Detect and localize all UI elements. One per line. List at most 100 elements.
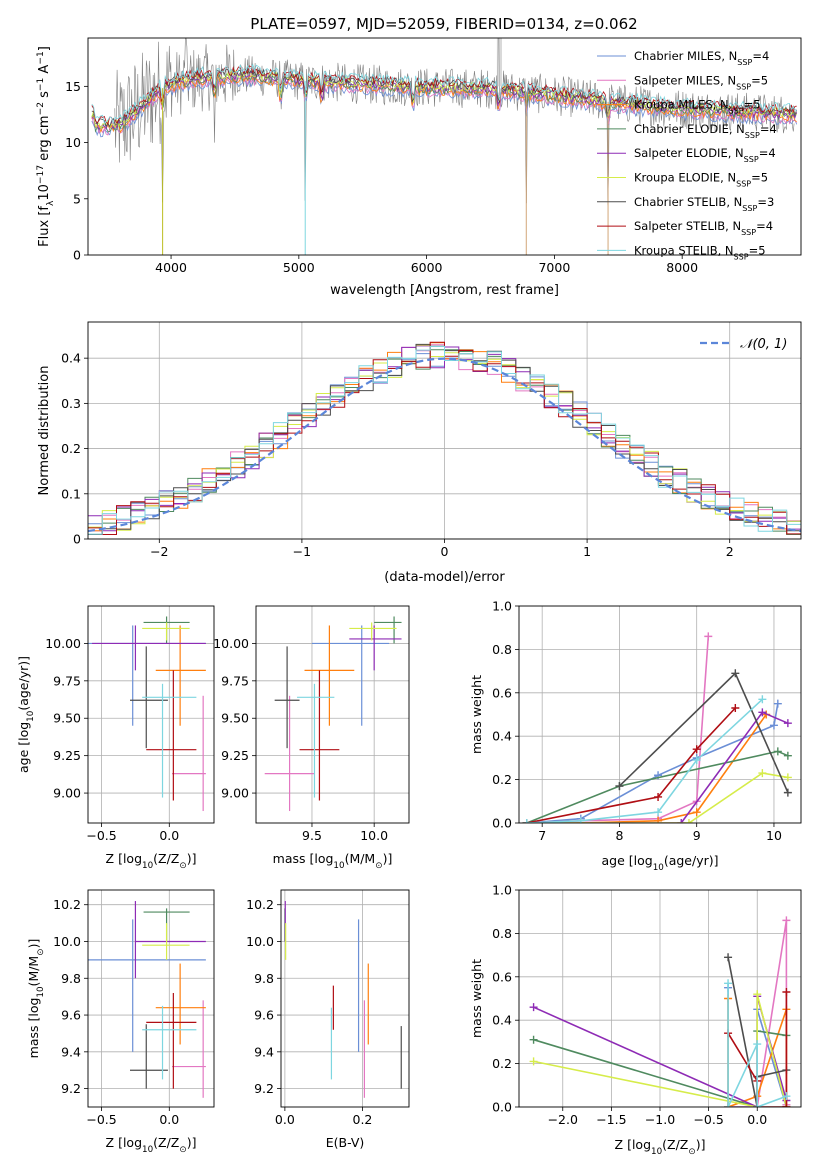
x-tick-label: −2.0 (548, 1112, 578, 1127)
weight-marker-chabrier-stelib (724, 953, 733, 962)
y-tick-label: 9.8 (254, 971, 274, 986)
y-tick-label: 0.6 (492, 969, 512, 984)
y-tick-label: 10.00 (45, 636, 81, 651)
x-axis-label: wavelength [Angstrom, rest frame] (330, 283, 559, 298)
y-tick-label: 9.2 (254, 1081, 274, 1096)
y-tick-label: 0.8 (492, 642, 512, 657)
weight-marker-kroupa-miles (654, 816, 663, 823)
legend-entry: Salpeter ELODIE, NSSP=4 (634, 146, 776, 164)
y-tick-label: 0.2 (492, 772, 512, 787)
legend-entry: Chabrier ELODIE, NSSP=4 (634, 122, 777, 140)
y-axis-label: Normed distribution (37, 366, 52, 496)
weight-marker-chabrier-stelib (731, 669, 740, 678)
y-tick-label: 0.4 (492, 1013, 512, 1028)
x-tick-label: 8000 (666, 260, 698, 275)
weight-marker-chabrier-elodie (773, 747, 782, 756)
plot-area-massweight_vs_Z (519, 890, 801, 1107)
histogram-kroupa-stelib (88, 345, 801, 535)
weight-marker-salpeter-stelib (782, 1103, 791, 1107)
weight-marker-kroupa-stelib (522, 819, 531, 823)
legend-entry: Salpeter MILES, NSSP=5 (634, 73, 768, 91)
y-axis-label: Flux [fλ10−17 erg cm−2 s−1 A−1] (36, 46, 56, 247)
weight-marker-kroupa-stelib (724, 979, 733, 988)
weight-marker-kroupa-stelib (724, 1103, 733, 1107)
y-tick-label: 10.0 (53, 934, 81, 949)
x-tick-label: −0.5 (86, 828, 116, 843)
y-tick-label: 9.75 (221, 673, 249, 688)
x-tick-label: 5000 (283, 260, 315, 275)
y-tick-label: 0 (73, 248, 81, 263)
axes-frame (255, 605, 410, 824)
y-tick-label: 10.2 (246, 897, 274, 912)
x-tick-label: 9 (693, 828, 701, 843)
y-tick-label: 0.3 (61, 396, 81, 411)
plot-area-age_vs_mass (256, 606, 409, 823)
y-tick-label: 1.0 (492, 883, 512, 898)
legend-entry: Chabrier MILES, NSSP=4 (634, 49, 769, 67)
weight-marker-chabrier-stelib (615, 782, 624, 791)
weight-marker-kroupa-elodie (684, 819, 693, 823)
y-tick-label: 10.0 (246, 934, 274, 949)
panel-massweight_vs_Z: −2.0 −1.5 −1.0 −0.5 0.0 0.0 0.2 0.4 0.6 0.8 1.0 Z [… (469, 883, 802, 1157)
x-axis-label: E(B-V) (326, 1135, 365, 1150)
panel-age_vs_mass: 9.5 10.0 9.00 9.25 9.50 9.75 10.00 mass [log10(… (213, 605, 410, 871)
weight-marker-kroupa-stelib (782, 1092, 791, 1101)
legend: Chabrier MILES, NSSP=4 Salpeter MILES, NS… (597, 49, 777, 261)
x-tick-label: 0.0 (275, 1112, 295, 1127)
y-tick-label: 9.4 (61, 1044, 81, 1059)
x-tick-label: 8 (615, 828, 623, 843)
plot-area-age_vs_Z (88, 606, 214, 823)
weight-marker-kroupa-stelib (654, 808, 663, 817)
panel-age_vs_Z: −0.5 0.0 9.00 9.25 9.50 9.75 10.00 Z [log10(Z/Z… (16, 605, 215, 871)
y-axis-label: mass [log10(M/M⊙)] (26, 939, 46, 1059)
y-axis-label: mass weight (469, 675, 484, 754)
x-tick-label: 6000 (411, 260, 443, 275)
x-tick-label: 0 (441, 544, 449, 559)
weight-line-salpeter-stelib (526, 707, 736, 823)
emission-line-block (496, 38, 502, 87)
x-tick-label: −1 (293, 544, 311, 559)
x-axis-label: Z [log10(Z/Z⊙)] (106, 1135, 197, 1155)
y-tick-label: 0.1 (61, 486, 81, 501)
y-tick-label: 9.25 (221, 748, 249, 763)
y-tick-label: 9.75 (53, 673, 81, 688)
y-tick-label: 10 (65, 135, 81, 150)
y-tick-label: 0.8 (492, 926, 512, 941)
weight-marker-salpeter-stelib (731, 703, 740, 712)
x-tick-label: 10.0 (360, 828, 388, 843)
legend-entry: Salpeter STELIB, NSSP=4 (634, 219, 773, 237)
y-tick-label: 0.4 (492, 729, 512, 744)
weight-marker-salpeter-stelib (654, 792, 663, 801)
axes-frame (280, 889, 410, 1108)
x-tick-label: 2 (726, 544, 734, 559)
normal-curve (88, 357, 801, 533)
x-tick-label: 10 (766, 828, 782, 843)
y-tick-label: 9.6 (61, 1008, 81, 1023)
axes-frame (87, 321, 802, 540)
y-tick-label: 5 (73, 191, 81, 206)
panel-massweight_vs_age: 7 8 9 10 0.0 0.2 0.4 0.6 0.8 1.0 age [log10(age/yr… (469, 599, 802, 873)
x-axis-label: mass [log10(M/M⊙)] (273, 851, 393, 871)
model-line-salpeter-stelib (91, 65, 797, 125)
plot-area-mass_vs_EBV (281, 890, 409, 1107)
plot-area-mass_vs_Z (88, 890, 214, 1107)
weight-marker-kroupa-stelib (758, 695, 767, 704)
x-tick-label: 7000 (538, 260, 570, 275)
y-tick-label: 0 (73, 532, 81, 547)
y-tick-label: 9.50 (221, 711, 249, 726)
legend-entry: 𝒩(0, 1) (740, 337, 787, 352)
x-tick-label: −1.0 (645, 1112, 675, 1127)
x-tick-label: 0.0 (159, 828, 179, 843)
figure-title: PLATE=0597, MJD=52059, FIBERID=0134, z=0… (250, 15, 637, 33)
legend-entry: Kroupa MILES, NSSP=5 (634, 98, 761, 116)
x-tick-label: −0.5 (86, 1112, 116, 1127)
y-tick-label: 9.50 (53, 711, 81, 726)
weight-marker-kroupa-miles (692, 808, 701, 817)
weight-marker-kroupa-stelib (692, 756, 701, 765)
x-axis-label: Z [log10(Z/Z⊙)] (106, 851, 197, 871)
weight-marker-chabrier-miles (773, 699, 782, 708)
y-tick-label: 0.2 (492, 1056, 512, 1071)
weight-line-chabrier-elodie (526, 750, 789, 823)
plot-area-spectrum (91, 38, 798, 255)
weight-marker-kroupa-elodie (529, 1057, 538, 1066)
